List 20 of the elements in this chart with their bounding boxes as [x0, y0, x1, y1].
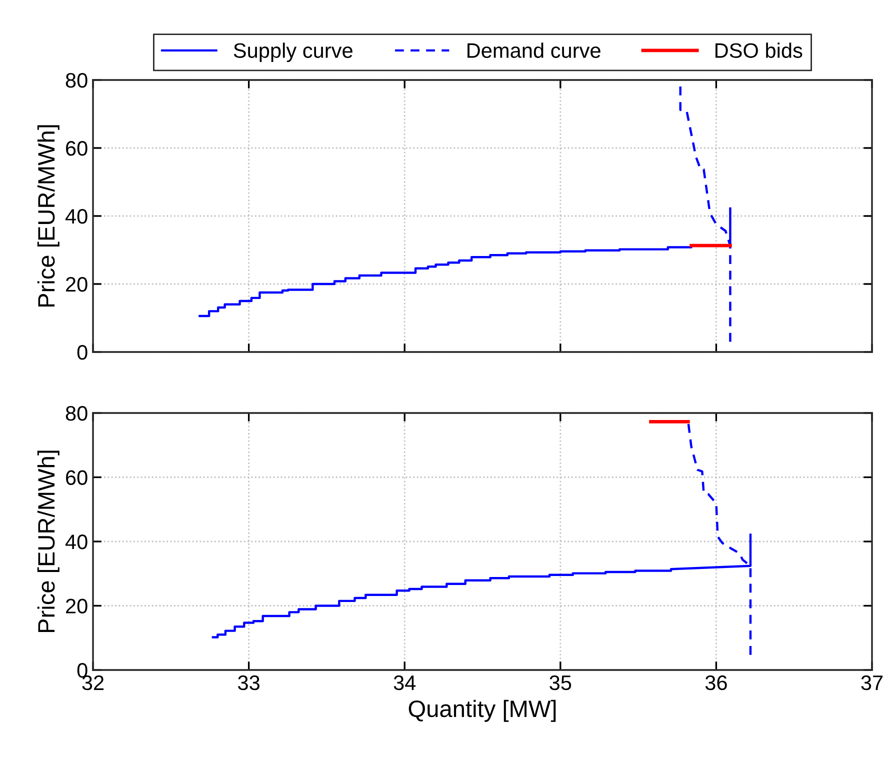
y-tick-label: 20: [66, 598, 88, 614]
x-tick-label: 35: [550, 675, 572, 690]
x-tick-label: 34: [394, 675, 416, 690]
y-axis-title: Price [EUR/MWh]: [37, 450, 60, 632]
y-tick-label: 60: [66, 141, 88, 156]
legend-label: Demand curve: [468, 42, 600, 58]
y-tick-label: 20: [66, 277, 88, 292]
legend-label: DSO bids: [716, 42, 802, 58]
legend-label: Supply curve: [234, 42, 352, 62]
x-tick-label: 36: [705, 675, 727, 690]
x-axis-title: Quantity [MW]: [408, 700, 556, 722]
x-tick-label: 33: [238, 675, 260, 690]
y-axis-title: Price [EUR/MWh]: [37, 125, 60, 307]
y-tick-label: 40: [65, 534, 88, 550]
x-tick-label: 37: [861, 675, 883, 690]
y-tick-label: 0: [77, 345, 88, 360]
y-tick-label: 60: [66, 470, 88, 486]
y-tick-label: 80: [66, 406, 88, 421]
y-tick-label: 80: [66, 73, 88, 88]
y-tick-label: 40: [65, 209, 88, 224]
